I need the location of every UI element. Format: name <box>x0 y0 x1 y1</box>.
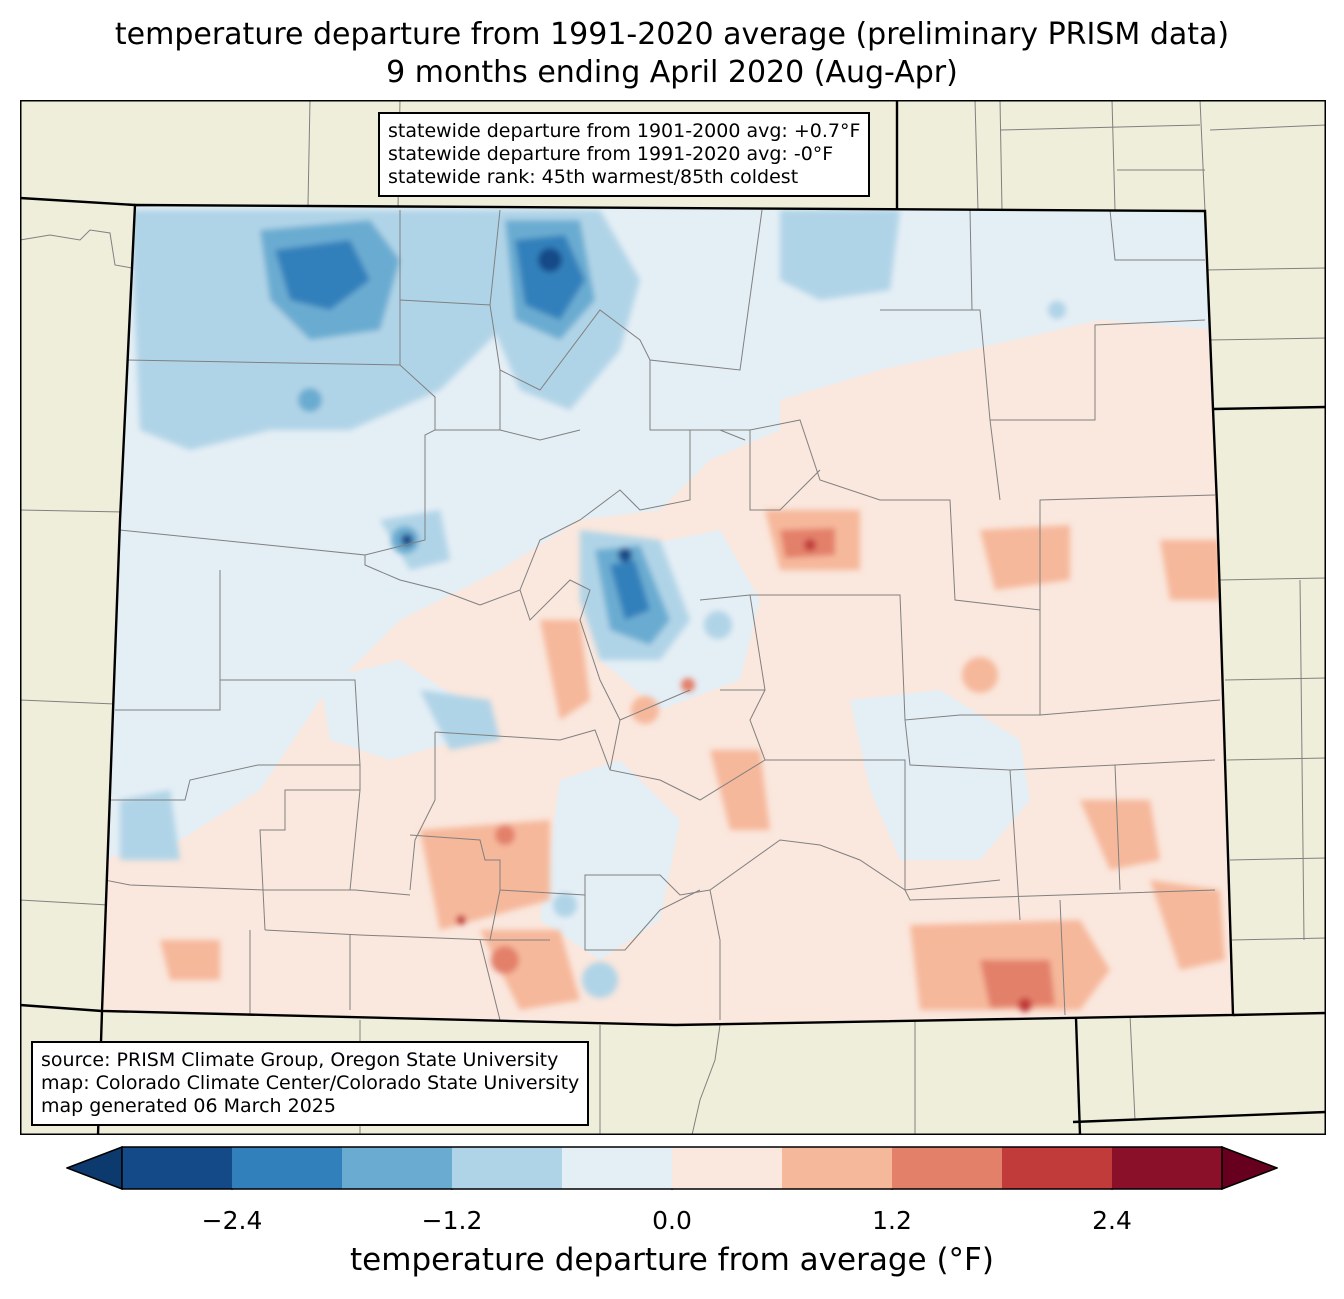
colorbar-bin <box>562 1147 672 1189</box>
map-subtitle: 9 months ending April 2020 (Aug-Apr) <box>386 55 958 90</box>
credits-box: source: PRISM Climate Group, Oregon Stat… <box>31 1041 590 1126</box>
colorbar-label: temperature departure from average (°F) <box>350 1242 994 1278</box>
colorado-map <box>20 100 1326 1135</box>
state-borders <box>20 100 1326 1135</box>
colorbar-bin <box>892 1147 1002 1189</box>
colorbar-extend-low <box>66 1146 123 1190</box>
colorbar-bin <box>232 1147 342 1189</box>
colorbar-tick: 1.2 <box>872 1206 912 1235</box>
colorbar-extend-high <box>1221 1146 1278 1190</box>
colorbar-bin <box>672 1147 782 1189</box>
colorbar-bins <box>66 1146 1278 1190</box>
colorbar-bin <box>1002 1147 1112 1189</box>
colorbar-tick: −2.4 <box>201 1206 263 1235</box>
credit-source: source: PRISM Climate Group, Oregon Stat… <box>41 1049 559 1071</box>
colorbar-bin <box>782 1147 892 1189</box>
stats-line-1991-2020: statewide departure from 1991-2020 avg: … <box>388 143 834 165</box>
map-title: temperature departure from 1991-2020 ave… <box>114 17 1230 52</box>
stats-line-1901-2000: statewide departure from 1901-2000 avg: … <box>388 120 861 142</box>
colorbar-bin <box>1112 1147 1222 1189</box>
stats-line-rank: statewide rank: 45th warmest/85th coldes… <box>388 166 799 188</box>
colorbar-bin <box>122 1147 232 1189</box>
statewide-stats-box: statewide departure from 1901-2000 avg: … <box>378 112 871 197</box>
temperature-departure-field <box>102 205 1233 1025</box>
colorbar-bin <box>342 1147 452 1189</box>
colorbar <box>66 1146 1278 1190</box>
credit-map: map: Colorado Climate Center/Colorado St… <box>41 1072 580 1094</box>
colorbar-tick: 0.0 <box>652 1206 692 1235</box>
credit-generated: map generated 06 March 2025 <box>41 1095 336 1117</box>
colorbar-tick: −1.2 <box>421 1206 483 1235</box>
colorbar-tick: 2.4 <box>1092 1206 1132 1235</box>
colorbar-bin <box>452 1147 562 1189</box>
